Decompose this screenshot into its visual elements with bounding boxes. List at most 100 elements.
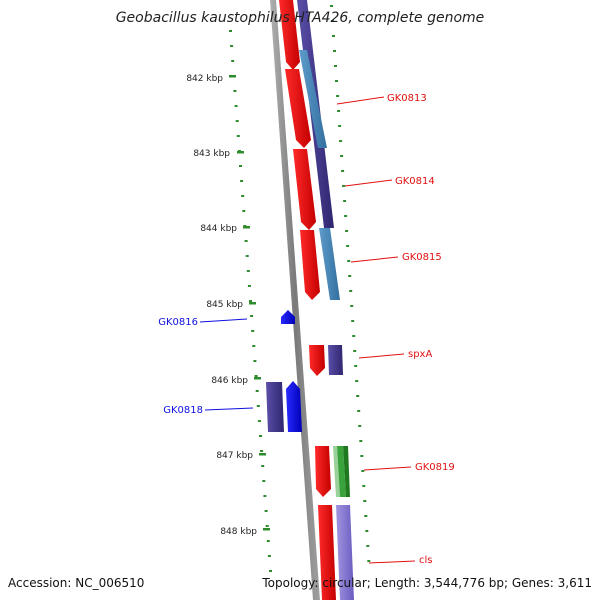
ruler-dot	[364, 515, 368, 517]
ruler-dot	[335, 80, 338, 82]
ruler-dot	[239, 165, 242, 167]
ruler-dot	[349, 290, 353, 292]
ruler-dot	[345, 230, 349, 232]
ruler-dot	[255, 390, 259, 392]
ruler-dot	[252, 345, 256, 347]
ruler-dot	[348, 275, 352, 277]
ruler-dot	[233, 90, 237, 92]
ruler-dot	[347, 260, 351, 262]
ruler-dot	[337, 110, 341, 112]
ruler-dot	[266, 540, 270, 542]
tick-844: 844 kbp	[200, 224, 250, 234]
tick-845: 845 kbp	[206, 300, 256, 310]
ruler-dot	[242, 210, 246, 212]
ruler-dot	[336, 95, 340, 97]
ruler-dot	[241, 195, 245, 197]
gene-label-gk0814[interactable]: GK0814	[344, 176, 435, 187]
ruler-dot	[245, 255, 249, 257]
gene-label-gk0819[interactable]: GK0819	[363, 462, 455, 473]
gene-name: GK0818	[163, 405, 203, 416]
ruler-dot	[244, 240, 248, 242]
ruler-dot	[363, 500, 367, 502]
ruler-dot	[240, 180, 244, 182]
gene-arrow-gk0813[interactable]	[285, 69, 311, 148]
ruler-dot	[362, 485, 366, 487]
ruler-dot	[359, 440, 363, 442]
ruler-dot	[247, 285, 251, 287]
ruler-dot	[356, 395, 360, 397]
tick-label: 845 kbp	[206, 300, 243, 310]
ruler-dot	[355, 380, 359, 382]
gene-label-cls[interactable]: cls	[368, 555, 433, 566]
gene-arrow-gk0819[interactable]	[315, 446, 331, 497]
tick-846: 846 kbp	[211, 376, 261, 386]
ruler-dots-right	[330, 5, 371, 562]
gene-name: GK0813	[387, 93, 427, 104]
ruler-dot	[340, 155, 344, 157]
gene-name: GK0819	[415, 462, 455, 473]
gene-label-gk0818[interactable]: GK0818	[163, 405, 254, 416]
ruler-dot	[360, 455, 364, 457]
ruler-dot	[361, 470, 365, 472]
ruler-dot	[259, 435, 262, 437]
tick-label: 847 kbp	[216, 451, 253, 461]
ruler-dot	[352, 335, 356, 337]
tick-label: 843 kbp	[193, 149, 230, 159]
ruler-dot	[269, 570, 272, 572]
ruler-dot	[367, 560, 371, 562]
ruler-dot	[343, 200, 347, 202]
ruler-dot	[366, 545, 370, 547]
ruler-dot	[346, 245, 350, 247]
cog-bar-purple	[328, 345, 343, 375]
cog-bar-lavender	[336, 505, 354, 600]
gene-arrow-spxa[interactable]	[309, 345, 325, 376]
gene-name: GK0814	[395, 176, 435, 187]
tick-843: 843 kbp	[193, 149, 244, 159]
genome-title: Geobacillus kaustophilus HTA426, complet…	[115, 10, 485, 26]
ruler-dot	[344, 215, 348, 217]
gene-label-gk0816[interactable]: GK0816	[158, 317, 248, 328]
gene-label-gk0813[interactable]: GK0813	[336, 93, 427, 105]
ruler-dot	[229, 30, 232, 32]
gene-arrow-gk0812[interactable]	[279, 0, 300, 70]
ruler-dot	[250, 315, 254, 317]
ruler-dot	[236, 135, 240, 137]
ruler-dot	[354, 365, 358, 367]
gene-label-spxa[interactable]: spxA	[358, 349, 432, 360]
tick-label: 846 kbp	[211, 376, 248, 386]
gene-arrow-gk0816[interactable]	[281, 310, 295, 324]
gene-label-gk0815[interactable]: GK0815	[350, 252, 442, 263]
ruler-dot	[254, 375, 258, 377]
ruler-dot	[339, 140, 343, 142]
gene-name: GK0816	[158, 317, 198, 328]
ruler-dot	[253, 360, 257, 362]
ruler-dot	[267, 555, 271, 557]
ruler-dot	[235, 120, 239, 122]
tick-label: 842 kbp	[186, 74, 223, 84]
gene-arrow-cls[interactable]	[318, 505, 336, 600]
ruler-dot	[246, 270, 250, 272]
ruler-dot	[331, 20, 334, 22]
gene-arrow-gk0818[interactable]	[286, 381, 302, 432]
ruler-dot	[260, 450, 264, 452]
ruler-dot	[231, 60, 235, 62]
genome-summary: Topology: circular; Length: 3,544,776 bp…	[262, 576, 592, 590]
cog-bar-purple	[266, 382, 284, 432]
ruler-dot	[350, 305, 354, 307]
ruler-dot	[338, 125, 342, 127]
ruler-dot	[330, 5, 333, 7]
ruler-dot	[263, 495, 267, 497]
gene-arrow-gk0814[interactable]	[293, 149, 316, 230]
ruler-dot	[357, 410, 361, 412]
ruler-dot	[257, 420, 261, 422]
ruler-dot	[249, 300, 252, 302]
tick-label: 844 kbp	[200, 224, 237, 234]
cog-bar-steel	[299, 50, 327, 148]
tick-847: 847 kbp	[216, 451, 266, 461]
tick-label: 848 kbp	[220, 527, 257, 537]
ruler-dot	[251, 330, 255, 332]
gene-arrow-gk0815[interactable]	[300, 230, 320, 300]
ruler-dot	[230, 45, 234, 47]
gene-name: spxA	[408, 349, 432, 360]
